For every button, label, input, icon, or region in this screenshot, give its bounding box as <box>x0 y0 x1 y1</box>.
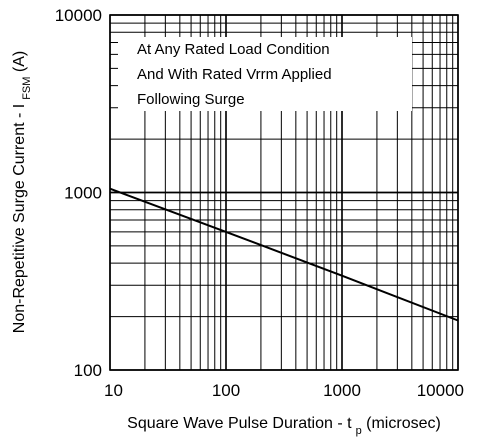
y-tick-labels: 100 1000 10000 <box>55 6 102 380</box>
annotation-line-3: Following Surge <box>137 91 245 108</box>
y-axis-label: Non-Repetitive Surge Current - IFSM (A) <box>11 51 33 333</box>
annotation-line-2: And With Rated Vrrm Applied <box>137 66 332 83</box>
x-tick-label: 10000 <box>417 381 464 400</box>
y-tick-label: 1000 <box>64 184 102 203</box>
surge-current-line <box>109 187 459 322</box>
plot-frame <box>109 14 459 371</box>
y-tick-label: 100 <box>74 361 102 380</box>
y-tick-label: 10000 <box>55 6 102 25</box>
x-tick-label: 100 <box>212 381 240 400</box>
x-tick-label: 1000 <box>323 381 361 400</box>
x-tick-label: 10 <box>104 381 123 400</box>
x-tick-labels: 10 100 1000 10000 <box>104 381 464 400</box>
annotation-box <box>118 37 412 111</box>
annotation-line-1: At Any Rated Load Condition <box>137 41 330 58</box>
